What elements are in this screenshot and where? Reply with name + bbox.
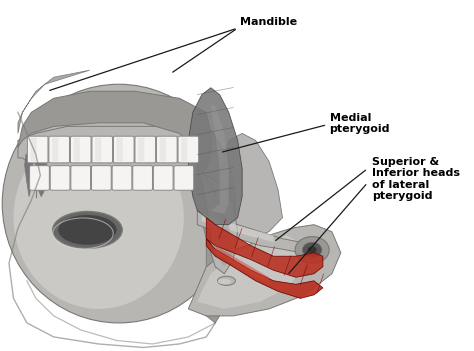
FancyBboxPatch shape — [27, 136, 48, 163]
Polygon shape — [211, 105, 229, 214]
FancyBboxPatch shape — [181, 138, 187, 161]
FancyBboxPatch shape — [71, 166, 91, 190]
Polygon shape — [188, 88, 242, 225]
FancyBboxPatch shape — [71, 136, 91, 163]
Ellipse shape — [218, 276, 236, 285]
FancyBboxPatch shape — [91, 166, 111, 190]
Polygon shape — [206, 218, 323, 277]
Ellipse shape — [2, 84, 236, 323]
Polygon shape — [220, 133, 283, 239]
Polygon shape — [18, 126, 206, 176]
Polygon shape — [215, 246, 269, 284]
FancyBboxPatch shape — [52, 138, 58, 161]
FancyBboxPatch shape — [95, 138, 101, 161]
Polygon shape — [202, 176, 233, 267]
Polygon shape — [188, 225, 341, 316]
Text: Medial
pterygoid: Medial pterygoid — [329, 113, 390, 134]
Text: Superior &
Inferior heads
of lateral
pterygoid: Superior & Inferior heads of lateral pte… — [372, 157, 460, 201]
Ellipse shape — [53, 211, 122, 249]
Polygon shape — [206, 239, 323, 298]
FancyBboxPatch shape — [160, 138, 166, 161]
Polygon shape — [179, 168, 233, 323]
FancyBboxPatch shape — [156, 136, 177, 163]
Circle shape — [295, 237, 329, 263]
FancyBboxPatch shape — [30, 138, 37, 161]
FancyBboxPatch shape — [49, 136, 70, 163]
Polygon shape — [197, 168, 237, 274]
FancyBboxPatch shape — [133, 166, 153, 190]
FancyBboxPatch shape — [154, 166, 173, 190]
FancyBboxPatch shape — [138, 138, 145, 161]
FancyBboxPatch shape — [113, 136, 134, 163]
Ellipse shape — [218, 279, 231, 284]
FancyBboxPatch shape — [73, 138, 80, 161]
FancyBboxPatch shape — [112, 166, 132, 190]
Ellipse shape — [58, 215, 117, 245]
Circle shape — [302, 242, 322, 258]
FancyBboxPatch shape — [174, 166, 194, 190]
Polygon shape — [202, 214, 273, 242]
FancyBboxPatch shape — [135, 136, 155, 163]
Polygon shape — [197, 211, 314, 256]
Circle shape — [308, 246, 317, 253]
Text: Mandible: Mandible — [240, 17, 297, 27]
FancyBboxPatch shape — [178, 136, 199, 163]
Polygon shape — [18, 70, 90, 133]
Polygon shape — [197, 235, 305, 309]
FancyBboxPatch shape — [29, 166, 49, 190]
FancyBboxPatch shape — [50, 166, 70, 190]
FancyBboxPatch shape — [117, 138, 123, 161]
FancyBboxPatch shape — [92, 136, 112, 163]
Ellipse shape — [13, 126, 184, 309]
Polygon shape — [18, 91, 211, 176]
Polygon shape — [25, 151, 48, 197]
